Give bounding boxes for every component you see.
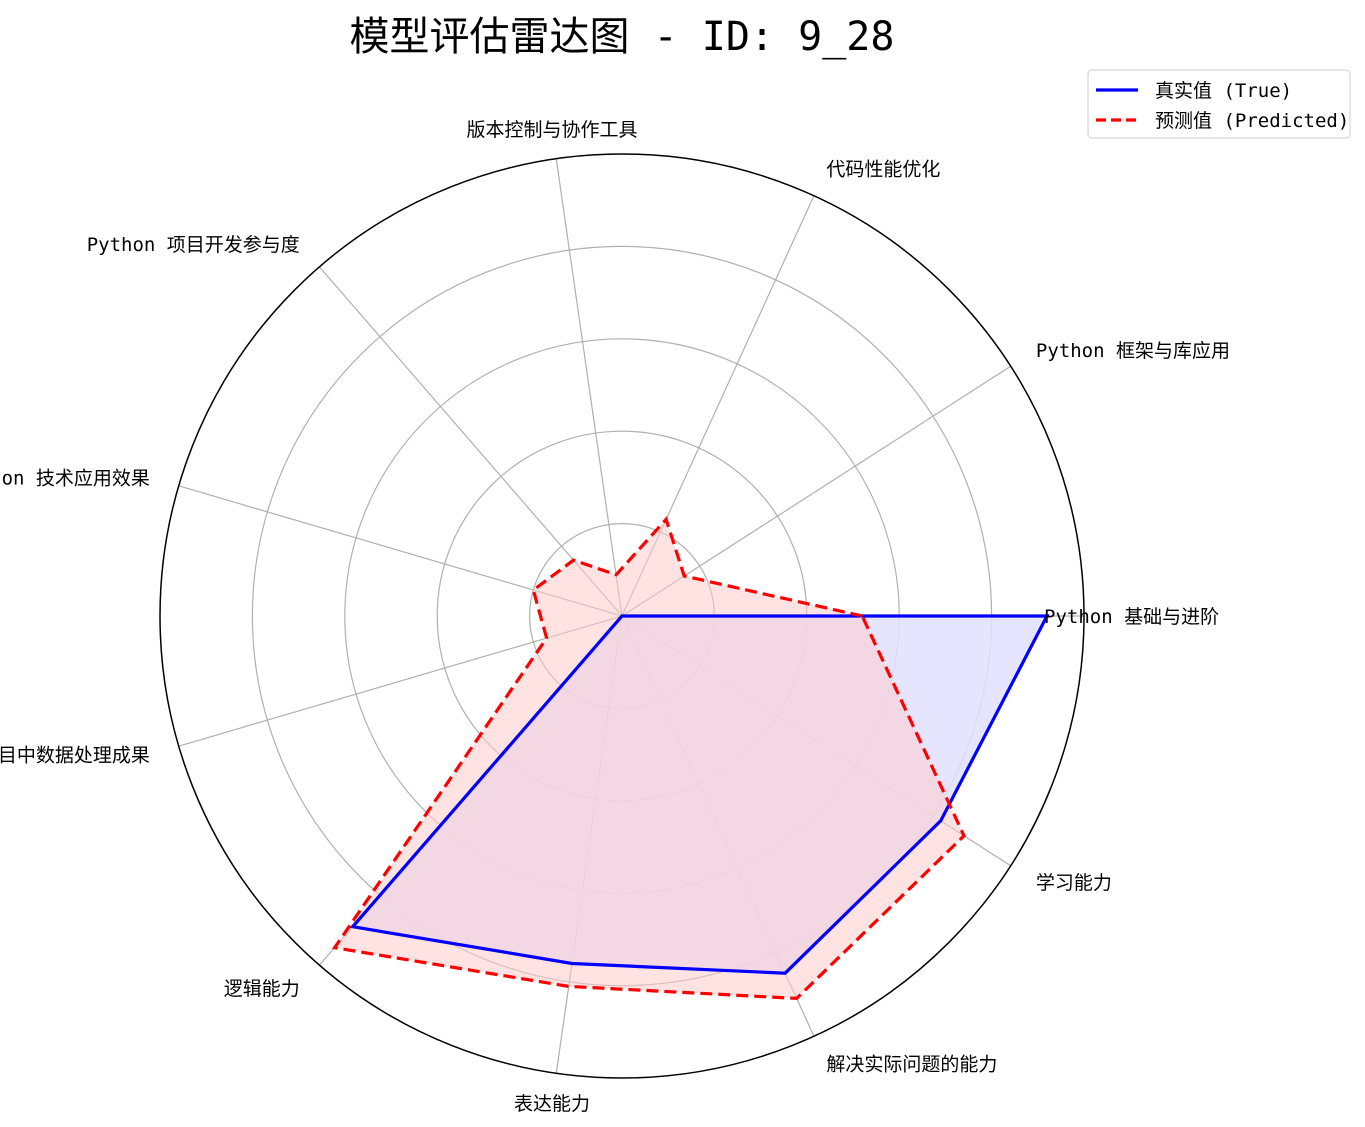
legend-label: 预测值 (Predicted): [1155, 110, 1349, 132]
radar-series: [331, 516, 1050, 1001]
category-label: Python 项目开发参与度: [87, 234, 300, 256]
category-label: 代码性能优化: [826, 158, 940, 180]
category-labels: Python 基础与进阶 Python 框架与库应用 代码性能优化 版本控制与协作工具…: [0, 119, 1230, 1115]
category-label: 表达能力: [514, 1093, 590, 1115]
legend: 真实值 (True) 预测值 (Predicted): [1087, 69, 1351, 139]
category-label: 版本控制与协作工具: [466, 119, 637, 141]
series-line-0: [349, 614, 1050, 975]
category-label: 学习能力: [1036, 872, 1112, 894]
category-label: Python 框架与库应用: [1036, 340, 1230, 362]
legend-label: 真实值 (True): [1155, 80, 1292, 102]
grid-spoke: [555, 158, 623, 617]
legend-box: [1087, 69, 1351, 139]
outer-ring: [159, 153, 1085, 1079]
grid-spoke: [621, 365, 1011, 617]
grid-spoke: [319, 266, 623, 617]
category-label: 解决实际问题的能力: [826, 1054, 997, 1076]
category-label: 逻辑能力: [224, 978, 300, 1000]
category-label: 项目中数据处理成果: [0, 745, 150, 767]
category-label: Python 基础与进阶: [1044, 606, 1219, 628]
series-fill-1: [334, 519, 965, 999]
chart-title: 模型评估雷达图 - ID: 9_28: [350, 14, 895, 60]
category-label: 项目中 Python 技术应用效果: [0, 467, 150, 489]
series-line-1: [331, 516, 966, 1001]
